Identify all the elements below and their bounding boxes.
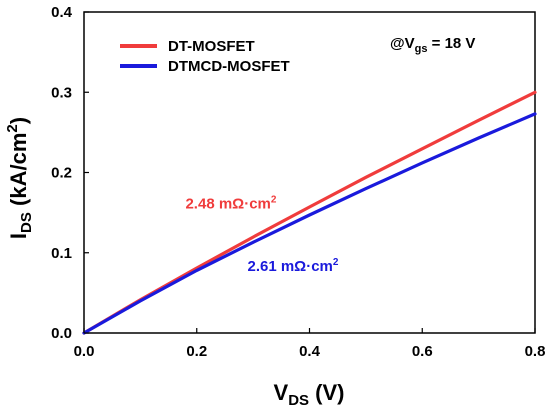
x-tick-label: 0.0 bbox=[74, 343, 95, 360]
ticks: 0.0 0.2 0.4 0.6 0.8 0.0 0.1 0.2 0.3 0.4 bbox=[51, 4, 545, 360]
y-tick-label: 0.4 bbox=[51, 4, 73, 21]
series-line-dtmcd-mosfet bbox=[82, 112, 537, 335]
legend-label-dtmcd-mosfet: DTMCD-MOSFET bbox=[168, 58, 290, 75]
x-axis-title: VDS (V) bbox=[274, 380, 345, 409]
labels: VDS (V) IDS (kA/cm2) @Vgs = 18 V bbox=[4, 35, 475, 409]
curves bbox=[82, 90, 537, 335]
gate-voltage-condition: @Vgs = 18 V bbox=[390, 35, 475, 55]
x-tick-label: 0.4 bbox=[299, 343, 321, 360]
y-axis-title: IDS (kA/cm2) bbox=[4, 117, 35, 239]
legend: DT-MOSFET DTMCD-MOSFET bbox=[120, 38, 290, 75]
plot-area bbox=[83, 11, 536, 334]
plot-frame bbox=[83, 11, 536, 334]
y-tick-label: 0.2 bbox=[51, 165, 72, 182]
series-line-dt-mosfet bbox=[82, 90, 537, 335]
x-tick-label: 0.8 bbox=[525, 343, 546, 360]
annotation-dt-mosfet-resistance: 2.48 mΩ·cm2 bbox=[185, 195, 276, 213]
x-tick-label: 0.6 bbox=[412, 343, 433, 360]
x-tick-label: 0.2 bbox=[186, 343, 207, 360]
y-tick-label: 0.1 bbox=[51, 245, 72, 262]
annotations: 2.48 mΩ·cm2 2.61 mΩ·cm2 bbox=[185, 195, 338, 276]
legend-label-dt-mosfet: DT-MOSFET bbox=[168, 38, 255, 55]
annotation-dtmcd-mosfet-resistance: 2.61 mΩ·cm2 bbox=[247, 257, 338, 275]
y-tick-label: 0.0 bbox=[51, 325, 72, 342]
y-tick-label: 0.3 bbox=[51, 84, 72, 101]
